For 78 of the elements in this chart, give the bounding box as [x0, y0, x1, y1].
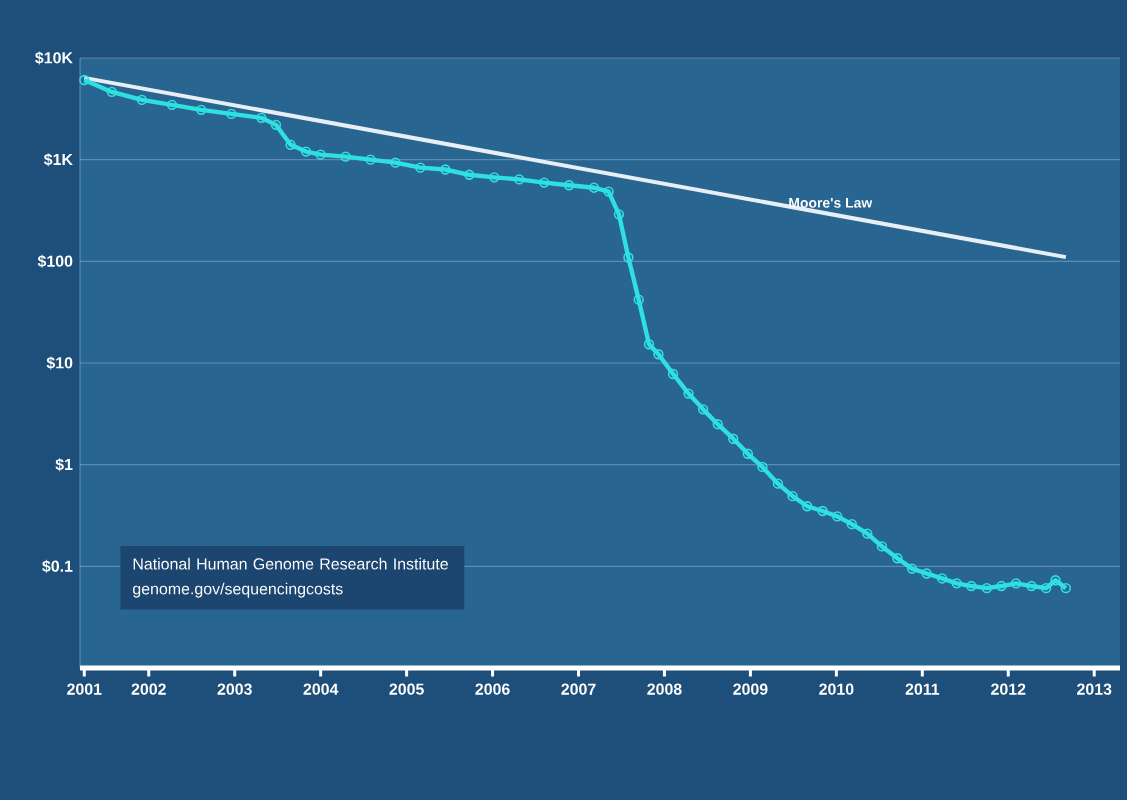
point	[365, 154, 376, 165]
series-label: Moore's Law	[789, 198, 873, 208]
x-tick-label: 2006	[475, 683, 510, 695]
point	[79, 74, 90, 86]
point	[921, 568, 932, 579]
point	[464, 169, 475, 180]
annotation: National Human Genome Research Institute	[133, 557, 448, 570]
point	[846, 518, 858, 530]
x-tick-label: 2013	[1077, 683, 1112, 695]
point	[1040, 582, 1052, 594]
point	[196, 104, 207, 116]
point	[340, 151, 351, 162]
x-tick-label: 2009	[733, 683, 768, 695]
x-tick-label: 2007	[561, 683, 596, 695]
point	[862, 528, 873, 539]
point	[1026, 580, 1037, 592]
point	[742, 448, 754, 459]
point	[892, 553, 903, 564]
point	[667, 368, 679, 380]
point	[514, 174, 525, 185]
point	[603, 186, 614, 197]
point	[106, 86, 117, 98]
x-tick-label: 2002	[131, 683, 166, 695]
point	[1060, 582, 1072, 594]
point	[1050, 575, 1061, 586]
x-tick-label: 2005	[389, 683, 424, 695]
point	[538, 177, 550, 188]
point	[489, 172, 500, 183]
x-tick-label: 2008	[647, 683, 682, 695]
point	[653, 349, 664, 360]
point	[996, 580, 1007, 592]
point	[1010, 578, 1022, 589]
y-tick-label: $10K	[35, 51, 73, 65]
point	[136, 94, 148, 106]
point	[801, 501, 813, 512]
x-tick-label: 2001	[67, 683, 102, 695]
point	[226, 108, 237, 120]
point	[832, 511, 843, 522]
point	[712, 419, 723, 430]
point	[588, 182, 600, 193]
y-tick-label: $1K	[43, 153, 73, 167]
y-tick-label: $10	[46, 356, 73, 370]
annotation: genome.gov/sequencingcosts	[133, 582, 343, 598]
point	[981, 582, 992, 594]
x-tick-label: 2003	[217, 683, 252, 695]
x-tick-label: 2011	[905, 683, 940, 695]
point	[285, 139, 296, 150]
point	[390, 157, 401, 168]
x-tick-label: 2010	[819, 683, 854, 695]
point	[757, 461, 768, 473]
point	[415, 162, 426, 173]
point	[166, 99, 178, 111]
point	[440, 164, 451, 175]
point	[951, 578, 962, 589]
point	[613, 209, 625, 220]
y-tick-label: $100	[37, 254, 73, 268]
point	[256, 112, 267, 123]
point	[683, 388, 694, 399]
point	[966, 580, 977, 592]
point	[643, 339, 655, 350]
y-tick-label: $0.1	[42, 559, 73, 573]
y-tick-label: $1	[55, 458, 73, 472]
point	[697, 404, 709, 415]
point	[270, 119, 282, 131]
point	[906, 563, 918, 574]
point	[728, 433, 739, 444]
point	[633, 294, 644, 305]
point	[772, 478, 784, 489]
point	[563, 180, 575, 191]
point	[876, 541, 888, 552]
x-tick-label: 2012	[991, 683, 1026, 695]
point	[787, 490, 798, 502]
point	[300, 146, 312, 157]
point	[817, 505, 828, 517]
point	[623, 252, 634, 263]
point	[315, 149, 326, 160]
point	[936, 573, 948, 584]
x-tick-label: 2004	[303, 683, 339, 695]
